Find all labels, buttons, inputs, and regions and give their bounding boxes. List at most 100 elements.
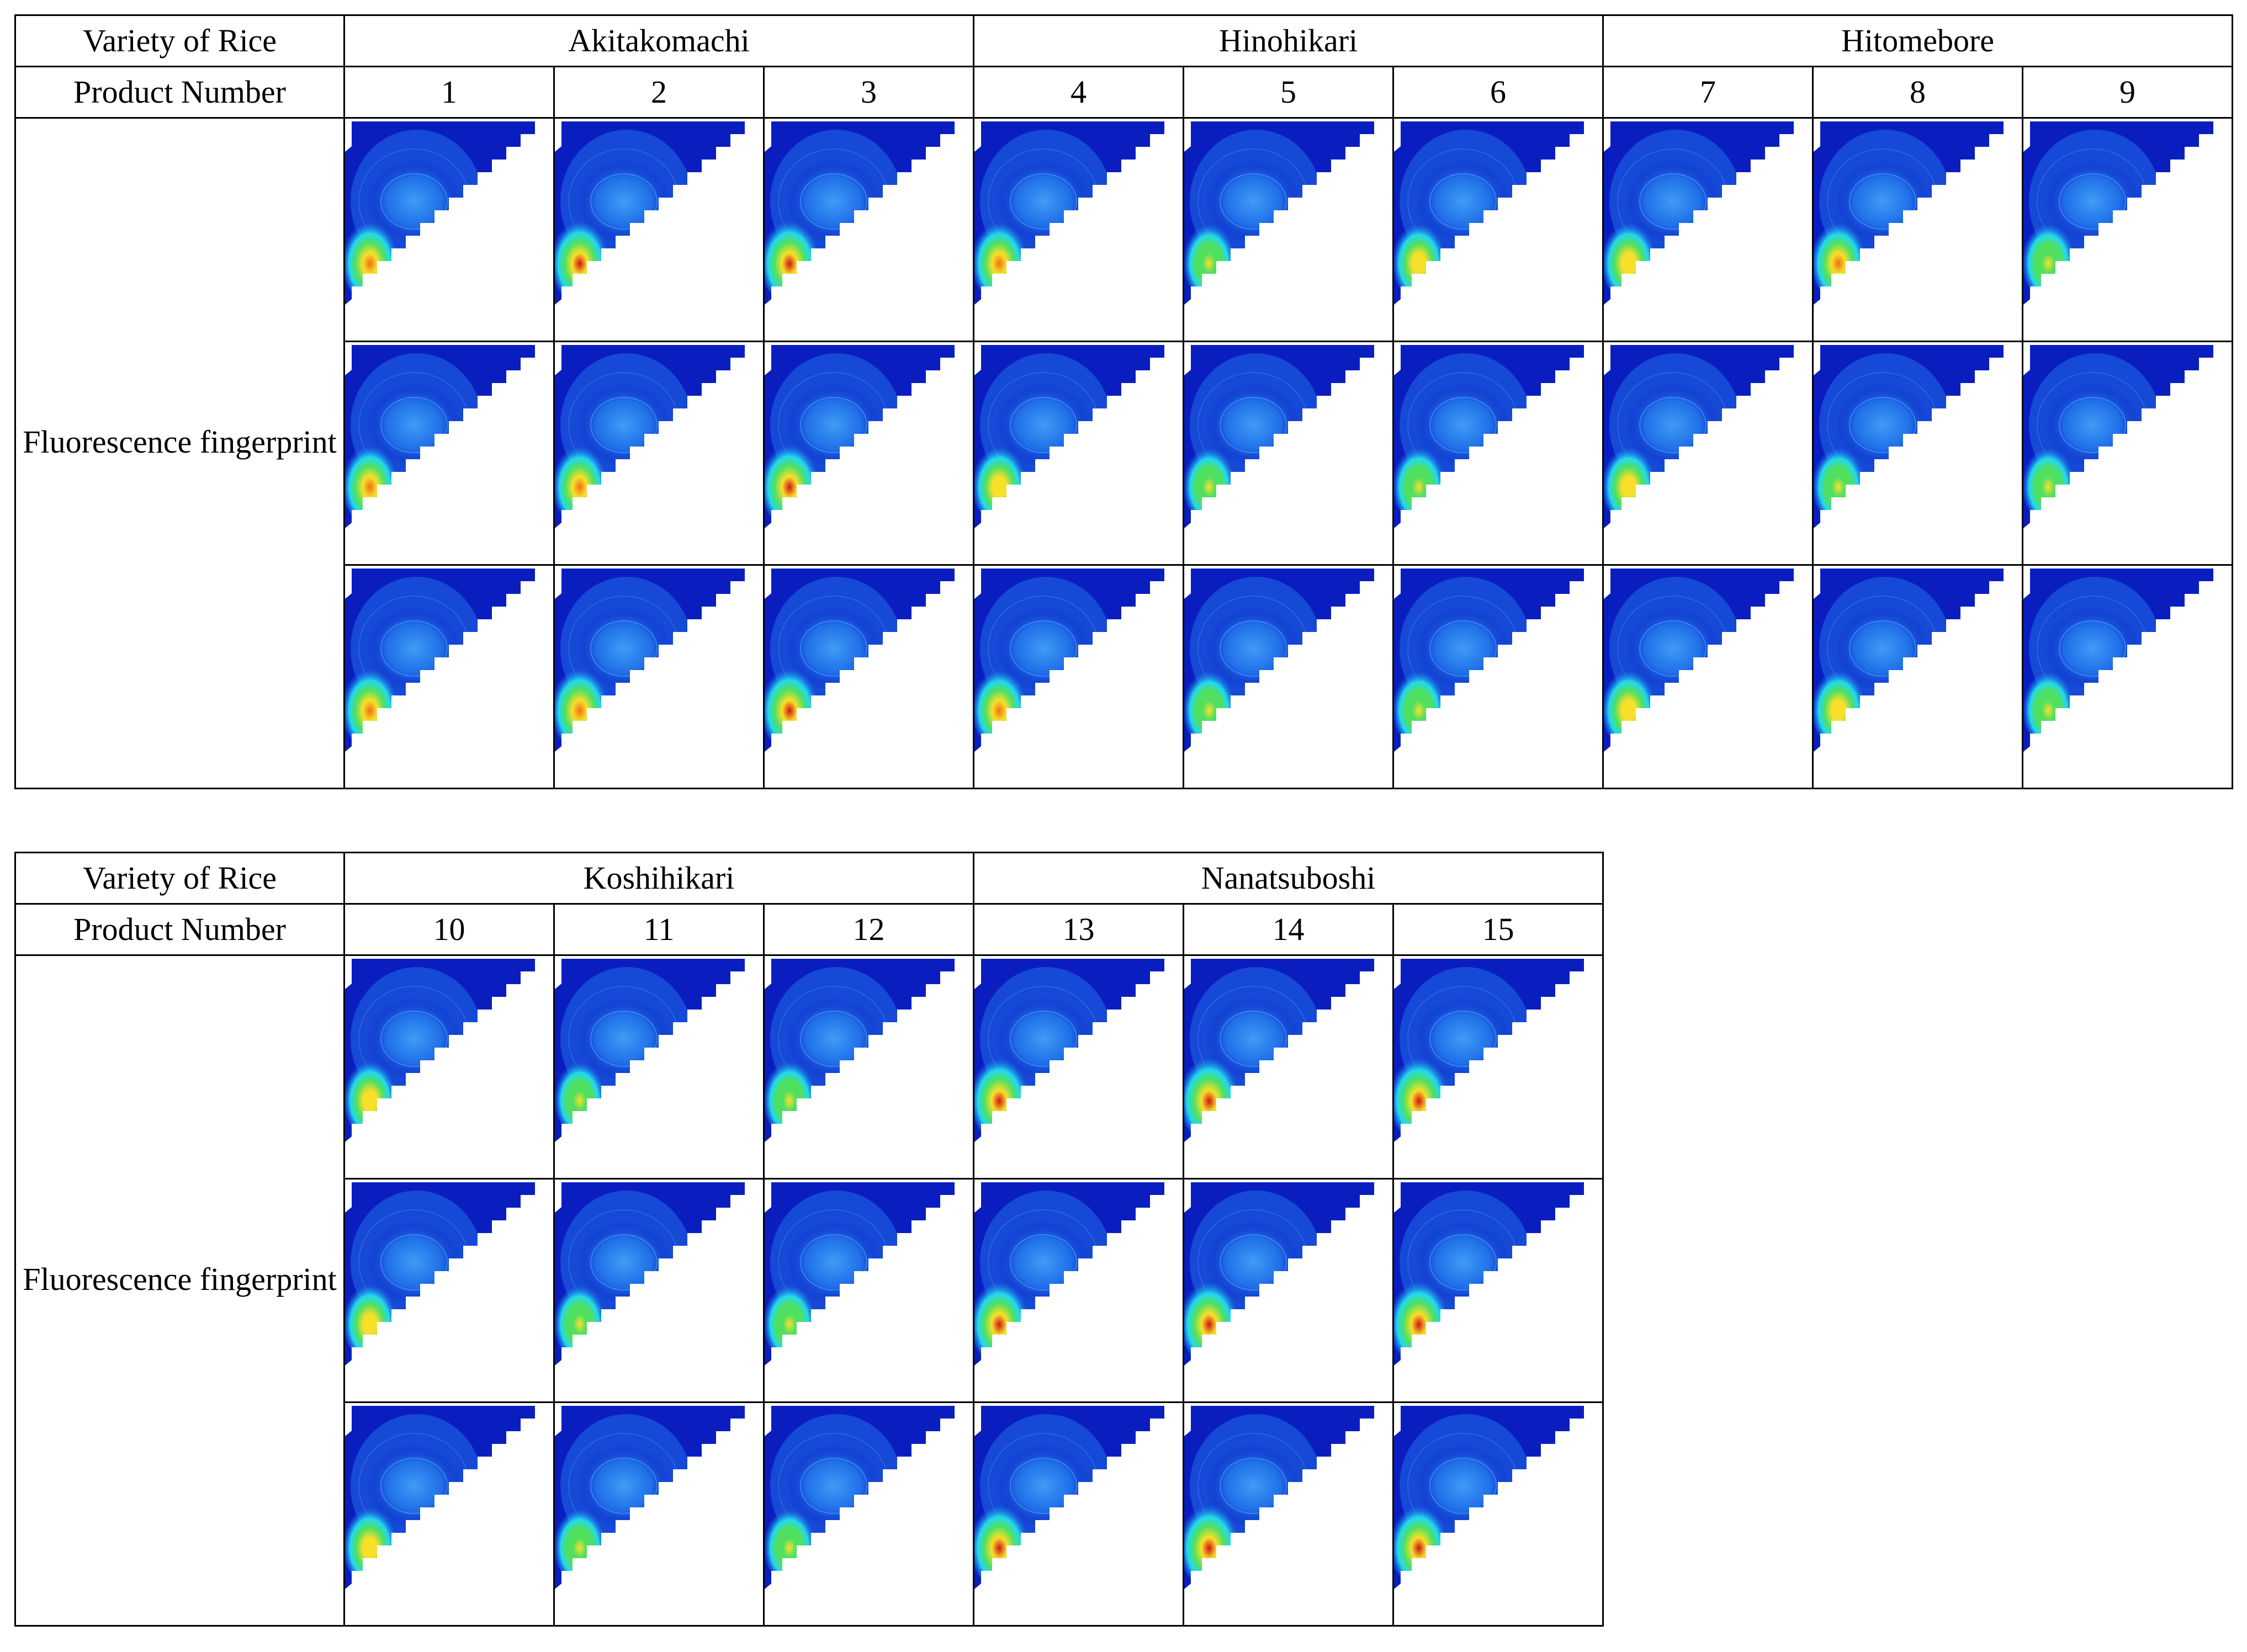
- fingerprint-map: [765, 959, 969, 1142]
- variety-of-rice-label: Variety of Rice: [14, 14, 345, 67]
- fingerprint-map: [345, 569, 549, 752]
- variety-header: Hitomebore: [1602, 14, 2233, 67]
- fingerprint-map: [1814, 345, 2018, 528]
- fingerprint-cell: [973, 954, 1184, 1180]
- fingerprint-map: [345, 121, 549, 305]
- fingerprint-cell: [973, 1178, 1184, 1403]
- variety-header: Hinohikari: [973, 14, 1604, 67]
- fingerprint-cell: [343, 564, 555, 789]
- fingerprint-row: [15, 1178, 1604, 1403]
- variety-of-rice-label: Variety of Rice: [14, 852, 345, 905]
- product-number: 7: [1602, 66, 1814, 119]
- product-number: 13: [973, 903, 1184, 956]
- fingerprint-cell: [553, 341, 765, 566]
- fingerprint-cell: [2022, 564, 2233, 789]
- fingerprint-map: [974, 1182, 1179, 1366]
- fingerprint-map: [1604, 121, 1808, 305]
- fingerprint-map: [765, 121, 969, 305]
- fingerprint-map: [1394, 345, 1598, 528]
- fingerprint-table-2: Variety of Rice Koshihikari Nanatsuboshi…: [14, 852, 1604, 1627]
- fingerprint-map: [1184, 1406, 1389, 1589]
- fingerprint-map: [345, 1182, 549, 1366]
- product-number: 4: [973, 66, 1184, 119]
- fingerprint-map: [555, 1406, 759, 1589]
- product-number: 8: [1812, 66, 2023, 119]
- fingerprint-cell: [343, 341, 555, 566]
- fingerprint-map: [555, 345, 759, 528]
- fingerprint-row: [15, 341, 2233, 566]
- fingerprint-cell: [2022, 117, 2233, 342]
- fingerprint-row: [15, 564, 2233, 789]
- fingerprint-map: [765, 1406, 969, 1589]
- fingerprint-cell: [1183, 1401, 1394, 1627]
- fingerprint-map: [2023, 569, 2228, 752]
- fingerprint-map: [1184, 121, 1389, 305]
- fingerprint-map: [1394, 1182, 1598, 1366]
- fingerprint-cell: [1392, 1401, 1604, 1627]
- fingerprint-cell: [763, 1401, 974, 1627]
- fingerprint-cell: [1183, 1178, 1394, 1403]
- product-number: 15: [1392, 903, 1604, 956]
- fingerprint-cell: [553, 1401, 765, 1627]
- fingerprint-map: [1184, 959, 1389, 1142]
- product-number-label: Product Number: [14, 903, 345, 956]
- variety-row: Variety of Rice Akitakomachi Hinohikari …: [14, 14, 2233, 67]
- fingerprint-cell: [553, 564, 765, 789]
- fingerprint-map: [974, 959, 1179, 1142]
- fingerprint-map: [765, 569, 969, 752]
- fingerprint-map: [1184, 1182, 1389, 1366]
- fingerprint-map: [2023, 345, 2228, 528]
- fingerprint-map: [765, 345, 969, 528]
- product-number: 3: [763, 66, 974, 119]
- fingerprint-cell: [553, 117, 765, 342]
- fingerprint-cell: [763, 341, 974, 566]
- product-number: 10: [343, 903, 555, 956]
- fingerprint-map: [974, 121, 1179, 305]
- variety-header: Akitakomachi: [343, 14, 974, 67]
- fingerprint-cell: [1183, 564, 1394, 789]
- fingerprint-row: [15, 1401, 1604, 1627]
- fingerprint-cell: [1183, 954, 1394, 1180]
- fingerprint-cell: [1183, 117, 1394, 342]
- fingerprint-map: [555, 959, 759, 1142]
- fingerprint-cell: [343, 117, 555, 342]
- fingerprint-cell: [553, 1178, 765, 1403]
- product-number: 1: [343, 66, 555, 119]
- variety-row: Variety of Rice Koshihikari Nanatsuboshi: [14, 852, 1604, 905]
- fingerprint-cell: [973, 117, 1184, 342]
- fingerprint-cell: [763, 1178, 974, 1403]
- product-number: 12: [763, 903, 974, 956]
- fingerprint-map: [974, 1406, 1179, 1589]
- product-number-label: Product Number: [14, 66, 345, 119]
- fingerprint-cell: [2022, 341, 2233, 566]
- fingerprint-cell: [1812, 564, 2023, 789]
- fingerprint-map: [1604, 569, 1808, 752]
- fingerprint-map: [2023, 121, 2228, 305]
- fingerprint-cell: [1392, 954, 1604, 1180]
- fingerprint-cell: [1602, 341, 1814, 566]
- fingerprint-map: [345, 959, 549, 1142]
- fingerprint-cell: [763, 117, 974, 342]
- fingerprint-cell: [1392, 341, 1604, 566]
- product-number: 11: [553, 903, 765, 956]
- fluorescence-fingerprint-label: Fluorescence fingerprint: [14, 954, 345, 1627]
- fluorescence-fingerprint-label: Fluorescence fingerprint: [14, 117, 345, 789]
- fingerprint-cell: [1392, 1178, 1604, 1403]
- fingerprint-map: [345, 1406, 549, 1589]
- fingerprint-cell: [343, 1178, 555, 1403]
- fingerprint-map: [1814, 569, 2018, 752]
- fingerprint-row: Fluorescence fingerprint: [14, 954, 1604, 1627]
- product-number-row: Product Number 1 2 3 4 5 6 7 8 9: [14, 66, 2233, 119]
- fingerprint-map: [555, 1182, 759, 1366]
- fingerprint-cell: [1812, 117, 2023, 342]
- fingerprint-map: [765, 1182, 969, 1366]
- fingerprint-cell: [763, 564, 974, 789]
- variety-header: Nanatsuboshi: [973, 852, 1604, 905]
- fingerprint-cell: [553, 954, 765, 1180]
- fingerprint-map: [1394, 569, 1598, 752]
- fingerprint-cell: [973, 564, 1184, 789]
- fingerprint-cell: [1392, 117, 1604, 342]
- fingerprint-map: [1184, 345, 1389, 528]
- fingerprint-map: [1814, 121, 2018, 305]
- fingerprint-map: [1394, 1406, 1598, 1589]
